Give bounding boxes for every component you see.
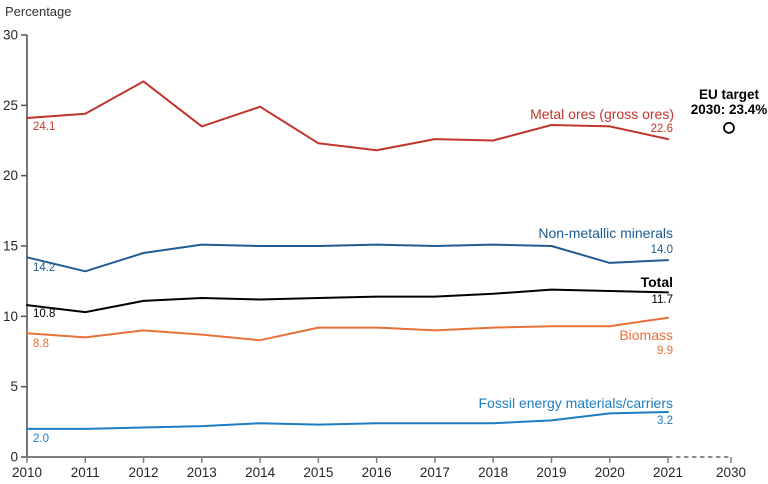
series-label: Total [641, 274, 673, 290]
series-line [26, 411, 669, 430]
x-axis-tick-label: 2018 [478, 465, 508, 480]
series-label: Fossil energy materials/carriers [479, 395, 674, 411]
series-last-value: 22.6 [651, 123, 673, 135]
y-axis-tick-label: 5 [10, 379, 18, 394]
eu-target-marker-icon [723, 121, 735, 134]
series-line [26, 243, 669, 273]
x-axis-tick-label: 2013 [187, 465, 217, 480]
x-axis-tick-label: 2017 [420, 465, 450, 480]
eu-target-label-line2: 2030: 23.4% [691, 102, 768, 117]
y-axis-tick-label: 0 [10, 450, 18, 465]
x-axis-tick-label: 2019 [536, 465, 566, 480]
y-axis-tick-label: 20 [3, 168, 18, 183]
x-axis-tick-label: 2020 [595, 465, 625, 480]
series-first-value: 8.8 [33, 338, 49, 350]
x-axis-tick-label: 2021 [653, 465, 683, 480]
y-axis-tick-label: 15 [3, 239, 18, 254]
series-last-value: 9.9 [657, 345, 673, 357]
series-first-value: 2.0 [33, 433, 49, 445]
x-axis-tick-label: 2015 [303, 465, 333, 480]
series-label: Non-metallic minerals [538, 225, 673, 241]
x-axis-tick-label: 2011 [71, 465, 100, 480]
series-last-value: 3.2 [657, 415, 673, 427]
y-axis-tick-label: 25 [3, 98, 18, 113]
series-first-value: 10.8 [33, 308, 55, 320]
y-axis-tick-label: 30 [3, 28, 18, 43]
x-axis-tick-label: 2016 [362, 465, 392, 480]
series-last-value: 14.0 [651, 244, 673, 256]
y-axis-tick-label: 10 [3, 309, 18, 324]
series-line [26, 316, 669, 342]
series-first-value: 14.2 [33, 262, 55, 274]
eu-target-label-line1: EU target [699, 87, 760, 102]
series-line [26, 80, 669, 152]
x-axis-tick-label: 2012 [129, 465, 159, 480]
series-first-value: 24.1 [33, 121, 55, 133]
series-line [26, 288, 669, 314]
x-axis-tick-label: 2014 [245, 465, 276, 480]
x-axis-tick-label-2030: 2030 [716, 465, 746, 480]
x-axis-tick-label: 2010 [12, 465, 42, 480]
series-label: Biomass [619, 327, 673, 343]
series-label: Metal ores (gross ores) [530, 106, 674, 122]
y-axis-title: Percentage [5, 4, 72, 19]
series-last-value: 11.7 [651, 294, 673, 306]
